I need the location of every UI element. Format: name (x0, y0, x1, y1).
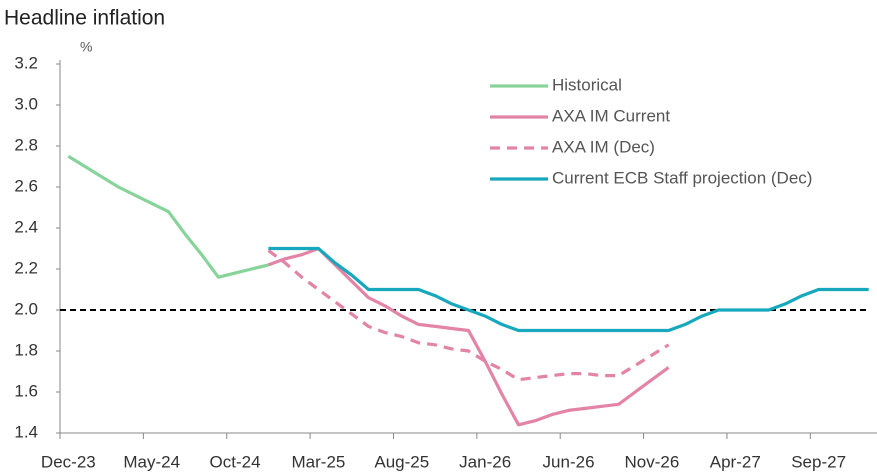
x-tick-label: Jun-26 (543, 452, 595, 471)
legend-label: AXA IM (Dec) (552, 137, 655, 156)
series-line (267, 249, 670, 382)
series-line (268, 246, 869, 333)
x-tick-label: May-24 (123, 452, 180, 471)
x-tick-label: Nov-26 (625, 452, 680, 471)
x-tick-label: Aug-25 (374, 452, 429, 471)
y-tick-label: 3.0 (14, 94, 38, 113)
y-tick-label: 2.6 (14, 176, 38, 195)
y-tick-label: 2.2 (14, 258, 38, 277)
x-tick-label: Sep-27 (791, 452, 846, 471)
y-tick-label: 1.8 (14, 340, 38, 359)
y-tick-label: 2.4 (14, 217, 38, 236)
x-tick-label: Jan-26 (459, 452, 511, 471)
x-tick-label: Apr-27 (710, 452, 761, 471)
legend-label: AXA IM Current (552, 106, 670, 125)
y-tick-label: 3.2 (14, 53, 38, 72)
x-tick-label: Mar-25 (292, 452, 346, 471)
legend-label: Historical (552, 75, 622, 94)
y-unit: % (80, 39, 92, 55)
series-line (67, 154, 269, 279)
y-tick-label: 1.4 (14, 422, 38, 441)
legend-label: Current ECB Staff projection (Dec) (552, 168, 812, 187)
y-tick-label: 2.0 (14, 299, 38, 318)
x-tick-label: Oct-24 (210, 452, 261, 471)
series-line (267, 246, 670, 427)
chart-title: Headline inflation (4, 7, 165, 30)
y-tick-label: 2.8 (14, 135, 38, 154)
x-tick-label: Dec-23 (41, 452, 96, 471)
y-tick-label: 1.6 (14, 381, 38, 400)
